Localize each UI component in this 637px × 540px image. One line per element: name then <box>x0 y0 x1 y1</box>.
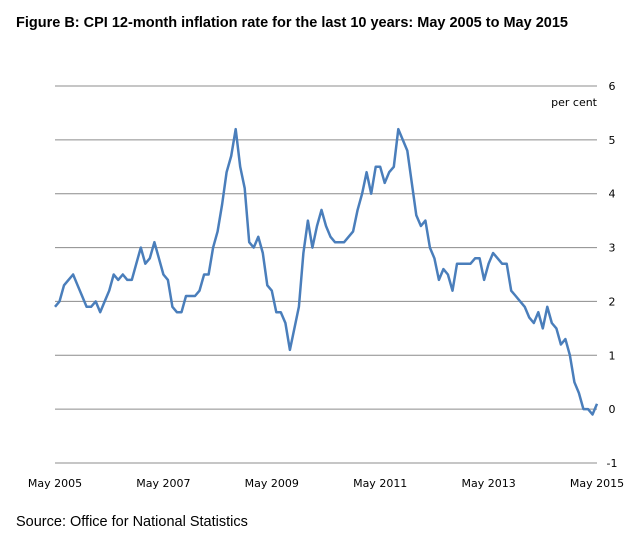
x-tick-label: May 2005 <box>28 477 82 490</box>
y-tick-label: 5 <box>609 134 616 147</box>
cpi-series-line <box>54 127 599 416</box>
y-tick-label: 6 <box>609 80 616 93</box>
y-tick-label: 1 <box>609 349 616 362</box>
y-tick-label: -1 <box>607 457 618 470</box>
x-tick-label: May 2013 <box>461 477 515 490</box>
y-axis-label: per cent <box>551 96 598 109</box>
x-tick-label: May 2009 <box>245 477 299 490</box>
y-tick-label: 4 <box>609 188 616 201</box>
y-tick-label: 0 <box>609 403 616 416</box>
y-tick-label: 3 <box>609 242 616 255</box>
x-tick-label: May 2011 <box>353 477 407 490</box>
x-tick-label: May 2015 <box>570 477 624 490</box>
y-tick-label: 2 <box>609 295 616 308</box>
source-note: Source: Office for National Statistics <box>16 514 248 530</box>
x-tick-label: May 2007 <box>136 477 190 490</box>
chart-title: Figure B: CPI 12-month inflation rate fo… <box>16 15 568 31</box>
